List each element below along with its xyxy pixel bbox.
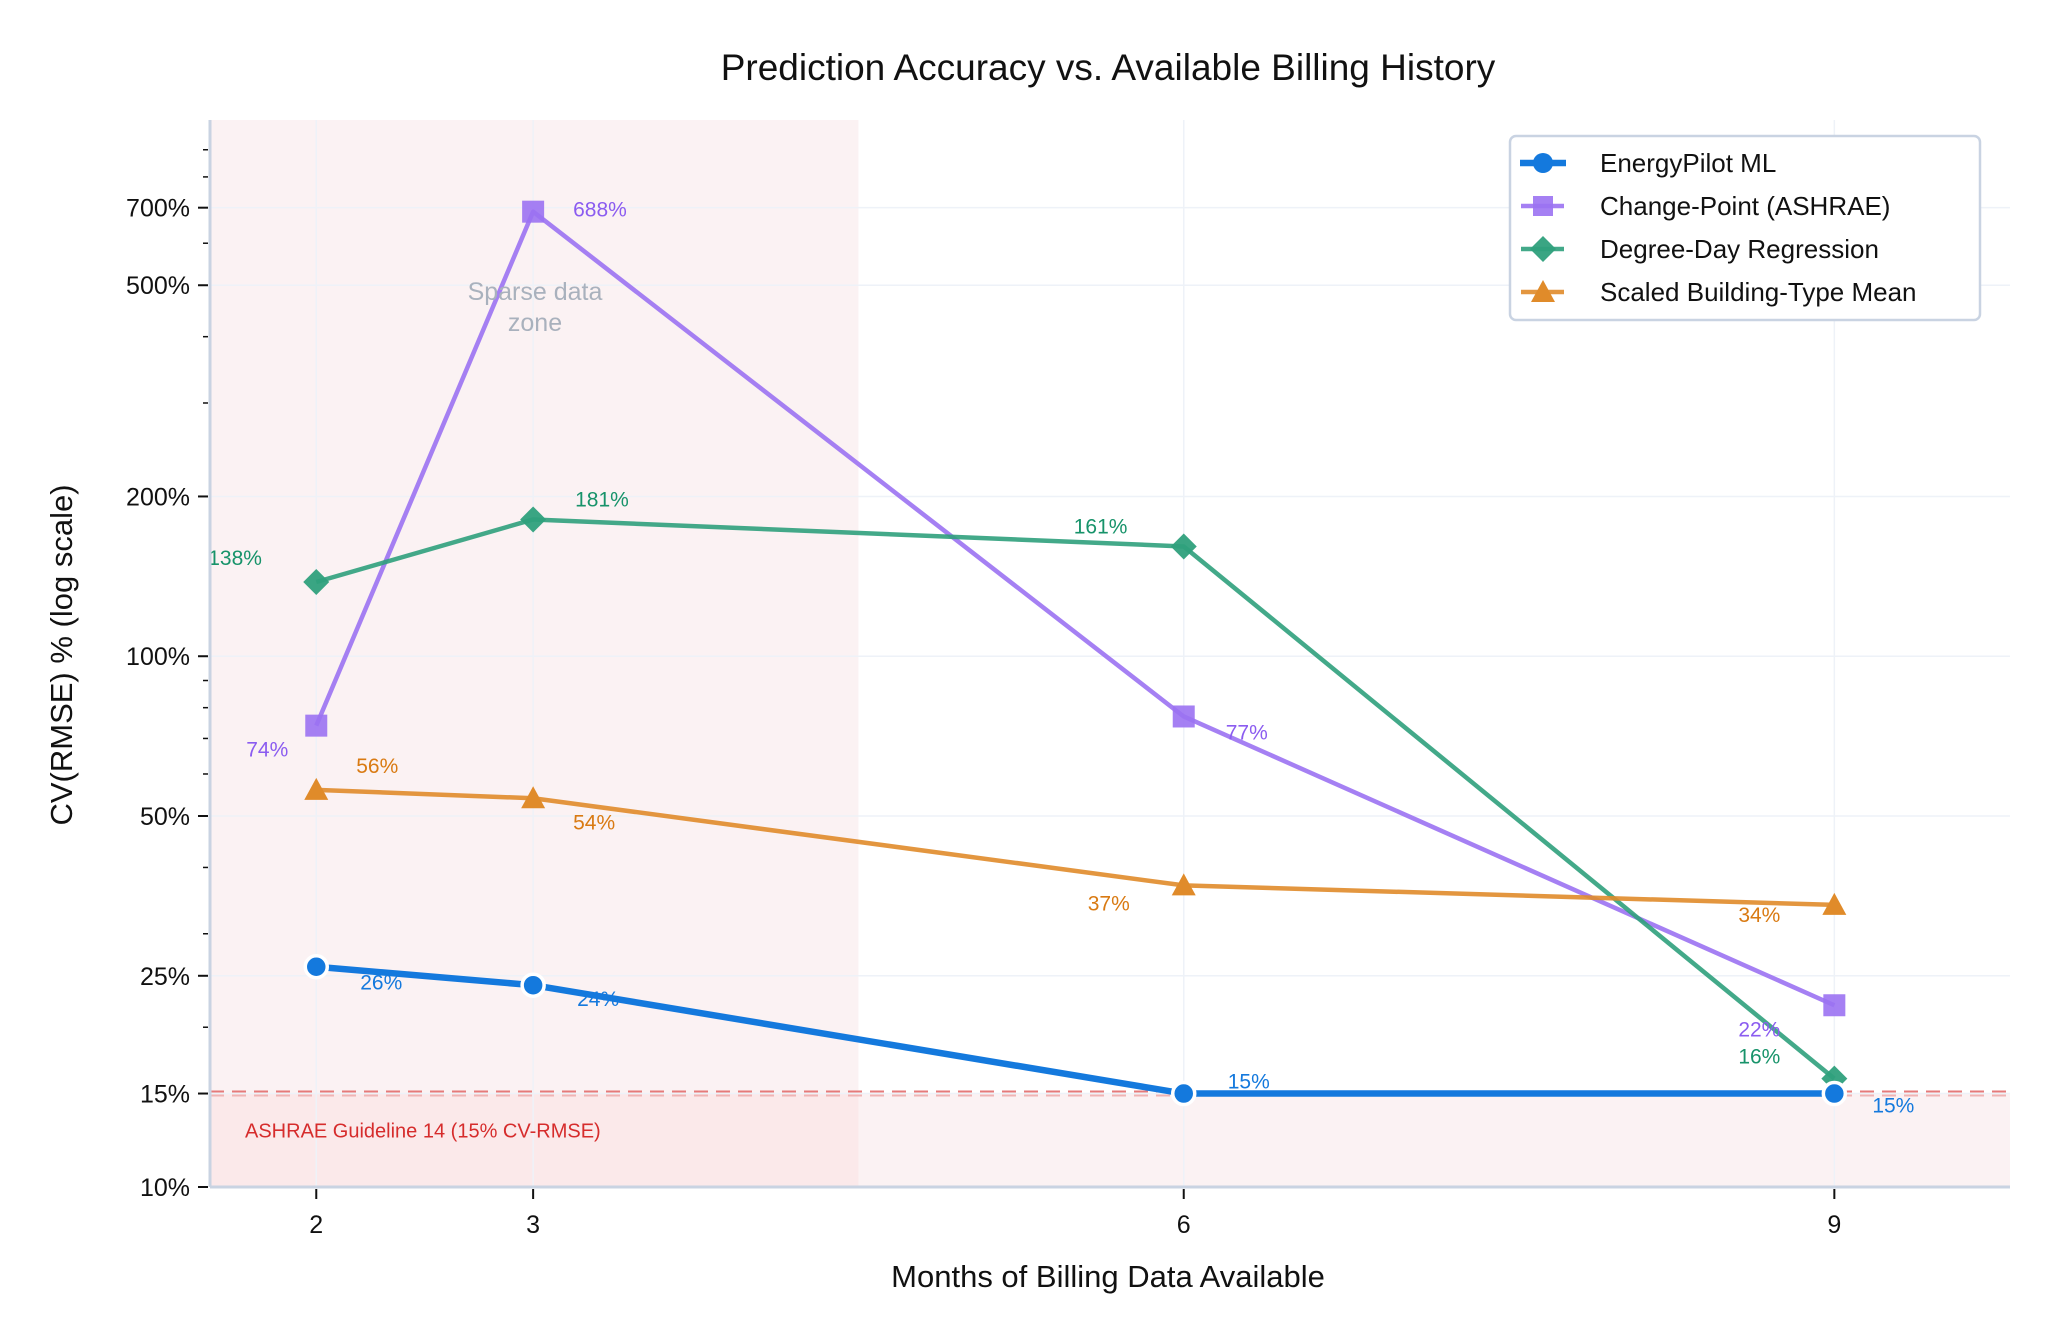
series-degree-day-regression (303, 506, 1848, 1092)
chart-title: Prediction Accuracy vs. Available Billin… (721, 47, 1496, 88)
legend-label: EnergyPilot ML (1600, 148, 1776, 178)
series-line (315, 963, 1835, 1097)
x-tick-label: 3 (526, 1211, 540, 1239)
series-change-point-ashrae (305, 200, 1846, 1017)
legend-box (1508, 134, 1982, 322)
ashrae-guideline-label: ASHRAE Guideline 14 (15% CV-RMSE) (245, 1120, 601, 1142)
y-tick-label: 100% (126, 643, 190, 671)
x-tick-label: 6 (1177, 1211, 1191, 1239)
y-tick-label: 15% (140, 1081, 190, 1109)
series-scaled-building-type-mean (304, 777, 1847, 915)
series-line (314, 209, 1836, 1008)
square-marker-icon (1172, 705, 1195, 728)
legend-item: Change-Point (ASHRAE) (1521, 191, 1890, 221)
axes: 10% 15% 25% 50% 100% 200% 500% 700% 2 3 6 9 (126, 120, 2010, 1239)
triangle-marker-icon (1531, 280, 1555, 302)
data-label: 54% (573, 811, 615, 834)
data-label: 181% (575, 488, 629, 511)
data-label: 15% (1228, 1071, 1270, 1094)
circle-marker-icon (1170, 1080, 1197, 1107)
data-label: 138% (208, 547, 262, 570)
x-tick-label: 9 (1827, 1211, 1841, 1239)
triangle-marker-icon (1171, 873, 1196, 896)
legend-item: Degree-Day Regression (1521, 234, 1879, 264)
data-label: 24% (577, 988, 619, 1011)
data-label: 77% (1226, 721, 1268, 744)
ashrae-zone-overlap (210, 1093, 859, 1187)
data-labels: 26% 24% 15% 15% 74% 688% 77% 22% 138% 181% 161% 16%… (208, 199, 1914, 1118)
y-axis-label: CV(RMSE) % (log scale) (44, 484, 79, 825)
data-label: 22% (1738, 1018, 1780, 1041)
data-label: 26% (360, 972, 402, 995)
triangle-marker-icon (521, 786, 546, 809)
series-line (316, 787, 1835, 908)
circle-marker-icon (520, 972, 546, 998)
square-marker-icon (522, 200, 545, 223)
y-tick-label: 10% (140, 1174, 190, 1202)
shaded-zones (210, 120, 2010, 1187)
legend: EnergyPilot ML Change-Point (ASHRAE) Degre… (1508, 134, 1982, 322)
diamond-marker-icon (1170, 533, 1197, 560)
triangle-marker-icon (1822, 892, 1847, 915)
circle-marker-icon (303, 953, 330, 980)
legend-circle-icon (1533, 153, 1553, 173)
square-marker-icon (1533, 196, 1553, 216)
annotations: Sparse data zone (468, 278, 603, 337)
data-label: 37% (1088, 892, 1130, 915)
y-tick-label: 50% (140, 803, 190, 831)
y-tick-label: 500% (126, 272, 190, 300)
data-label: 34% (1738, 904, 1780, 927)
y-tick-label: 700% (126, 195, 190, 223)
diamond-marker-icon (303, 568, 330, 595)
data-label: 161% (1074, 515, 1128, 538)
sparse-data-zone (210, 120, 859, 1187)
series-line (315, 517, 1836, 1081)
square-marker-icon (1823, 994, 1846, 1017)
diamond-marker-icon (1530, 236, 1556, 262)
legend-label: Degree-Day Regression (1600, 234, 1879, 264)
x-axis-label: Months of Billing Data Available (891, 1259, 1325, 1294)
plot-area: ASHRAE Guideline 14 (15% CV-RMSE) 26% 24%… (126, 120, 2010, 1239)
data-label: 56% (356, 755, 398, 778)
data-label: 74% (246, 739, 288, 762)
sparse-zone-note: zone (508, 309, 562, 337)
triangle-marker-icon (304, 777, 329, 800)
diamond-marker-icon (520, 506, 547, 533)
data-label: 16% (1738, 1046, 1780, 1069)
y-tick-label: 25% (140, 963, 190, 991)
series-lines (303, 200, 1848, 1107)
y-tick-label: 200% (126, 483, 190, 511)
sparse-zone-note: Sparse data (468, 278, 603, 306)
legend-label: Change-Point (ASHRAE) (1600, 191, 1890, 221)
series-energypilot-ml (303, 953, 1848, 1107)
x-tick-label: 2 (309, 1211, 323, 1239)
legend-item: EnergyPilot ML (1520, 148, 1776, 178)
circle-marker-icon (1821, 1080, 1848, 1107)
square-marker-icon (305, 714, 328, 737)
data-label: 15% (1872, 1095, 1914, 1118)
data-label: 688% (573, 199, 627, 222)
legend-label: Scaled Building-Type Mean (1600, 277, 1917, 307)
legend-item: Scaled Building-Type Mean (1521, 277, 1917, 307)
